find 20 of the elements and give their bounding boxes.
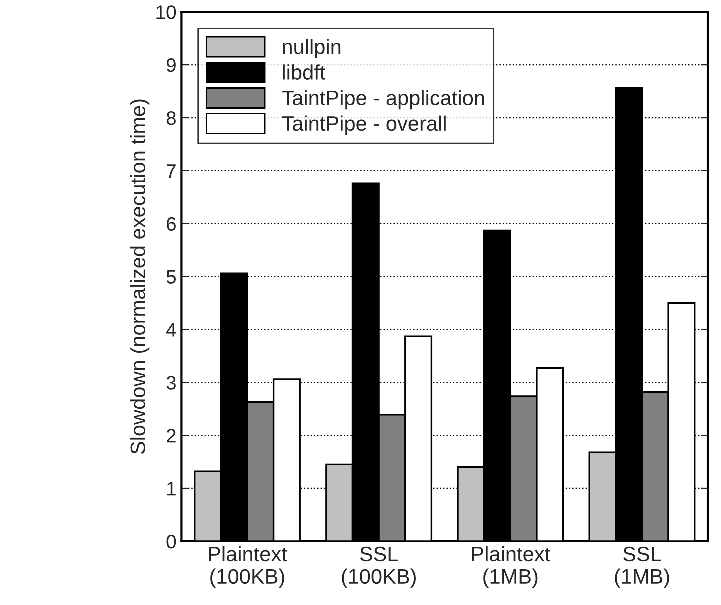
legend-label: TaintPipe - application	[282, 90, 484, 110]
y-tick-label: 1	[168, 482, 176, 496]
y-tick-label: 5	[166, 270, 176, 284]
legend-label: libdft	[283, 64, 326, 80]
y-tick-label: 10	[156, 6, 176, 20]
y-tick-label: 7	[167, 164, 176, 178]
legend-label: nullpin	[283, 39, 341, 59]
y-tick-label: 3	[166, 376, 176, 390]
legend-label: TaintPipe - overall	[282, 116, 446, 136]
y-tick-label: 8	[166, 111, 176, 126]
x-tick-label: Plaintext (1MB)	[472, 546, 550, 588]
y-tick-label: 2	[166, 429, 176, 443]
y-axis-title: Slowdown (normalized execution time)	[130, 100, 150, 454]
x-tick-label: SSL (1MB)	[615, 546, 670, 588]
y-tick-label: 0	[166, 534, 176, 549]
x-tick-label: SSL (100KB)	[342, 546, 416, 588]
y-tick-label: 6	[167, 217, 176, 232]
x-tick-label: Plaintext (100KB)	[209, 546, 288, 588]
y-tick-label: 4	[166, 323, 176, 337]
y-tick-label: 9	[166, 58, 176, 72]
